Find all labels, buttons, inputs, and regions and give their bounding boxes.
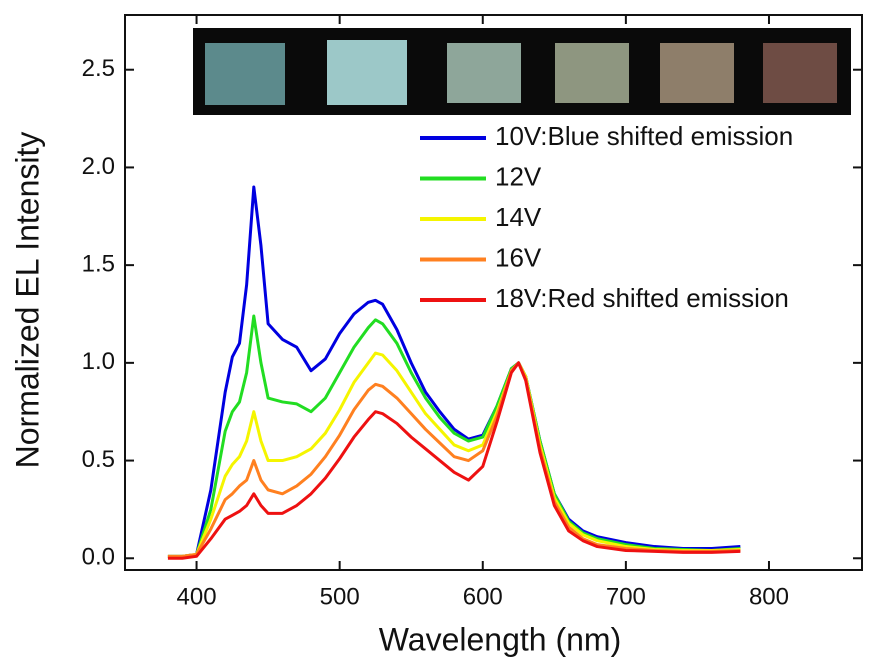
x-tick-label: 700 xyxy=(606,583,646,610)
series-line xyxy=(167,314,741,558)
device-photo xyxy=(763,43,837,103)
device-photo xyxy=(205,43,285,105)
legend-label: 16V xyxy=(495,242,542,272)
y-tick-label: 2.0 xyxy=(82,153,115,180)
legend-label: 18V:Red shifted emission xyxy=(495,283,789,313)
legend-label: 14V xyxy=(495,202,542,232)
x-tick-label: 600 xyxy=(463,583,503,610)
series-line xyxy=(167,351,741,558)
device-photo xyxy=(555,43,629,103)
photo-background xyxy=(193,28,851,115)
device-photo xyxy=(447,43,521,103)
plot-frame xyxy=(124,14,863,571)
legend-label: 10V:Blue shifted emission xyxy=(495,121,793,151)
series-line xyxy=(167,361,741,558)
inset-photo xyxy=(193,28,851,115)
y-axis-title: Normalized EL Intensity xyxy=(9,132,45,469)
legend-label: 12V xyxy=(495,161,542,191)
series-line xyxy=(167,185,741,558)
series-line xyxy=(167,361,741,560)
y-tick-label: 1.5 xyxy=(82,250,115,277)
x-tick-label: 800 xyxy=(749,583,789,610)
y-tick-label: 1.0 xyxy=(82,348,115,375)
device-photo xyxy=(327,40,407,105)
y-tick-label: 2.5 xyxy=(82,55,115,82)
x-tick-label: 500 xyxy=(320,583,360,610)
y-tick-label: 0.0 xyxy=(82,544,115,571)
device-photo xyxy=(660,43,734,103)
x-tick-label: 400 xyxy=(177,583,217,610)
y-tick-label: 0.5 xyxy=(82,446,115,473)
x-axis-title: Wavelength (nm) xyxy=(379,621,621,657)
